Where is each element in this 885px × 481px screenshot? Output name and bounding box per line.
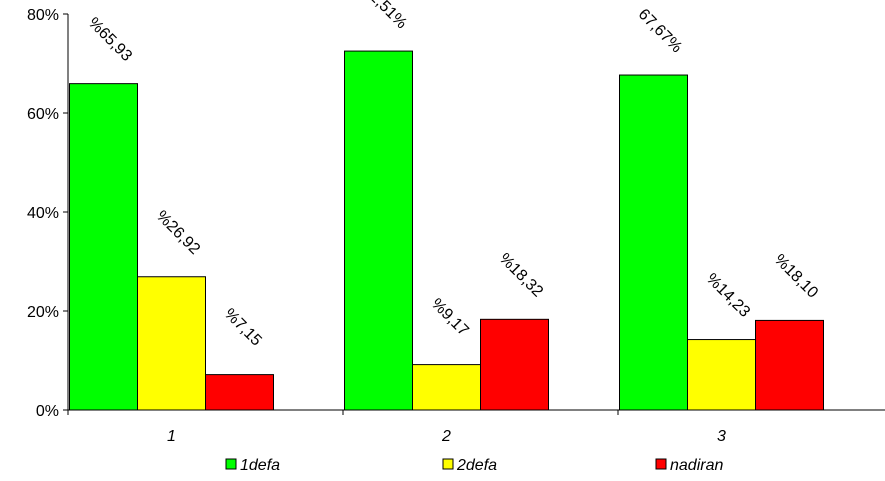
- y-tick-label: 60%: [27, 106, 59, 123]
- y-tick-label: 20%: [27, 304, 59, 321]
- legend-swatch-1defa: [225, 458, 237, 470]
- legend: 1defa 2defa nadiran: [225, 457, 723, 474]
- legend-swatch-2defa: [442, 458, 454, 470]
- x-tick-label: 1: [167, 428, 176, 445]
- data-label: %26,92: [153, 208, 203, 258]
- legend-label-1defa: 1defa: [240, 457, 280, 474]
- legend-label-nadiran: nadiran: [670, 457, 723, 474]
- data-label: %18,10: [771, 251, 821, 301]
- data-label: %14,23: [703, 270, 753, 320]
- bar-1defa-3: [619, 74, 688, 411]
- bar-1defa-1: [69, 83, 138, 411]
- bar-nadiran-2: [480, 318, 549, 411]
- bar-2defa-2: [412, 364, 481, 411]
- legend-swatch-nadiran: [655, 458, 667, 470]
- y-tick-label: 80%: [27, 7, 59, 24]
- bar-2defa-3: [687, 339, 756, 411]
- bars: [69, 50, 824, 411]
- data-label: %7,15: [221, 305, 265, 349]
- data-label: 72,51%: [360, 0, 410, 32]
- data-label: 67,67%: [635, 6, 685, 56]
- data-label: %9,17: [428, 295, 472, 339]
- bar-nadiran-1: [205, 374, 274, 411]
- bar-nadiran-3: [755, 319, 824, 411]
- y-tick-label: 0%: [36, 403, 59, 420]
- x-tick-label: 2: [441, 428, 451, 445]
- bar-2defa-1: [137, 276, 206, 411]
- data-label: %65,93: [85, 14, 135, 64]
- x-tick-label: 3: [717, 428, 726, 445]
- data-label: %18,32: [496, 250, 546, 300]
- bar-1defa-2: [344, 50, 413, 411]
- legend-label-2defa: 2defa: [456, 457, 497, 474]
- y-tick-label: 40%: [27, 205, 59, 222]
